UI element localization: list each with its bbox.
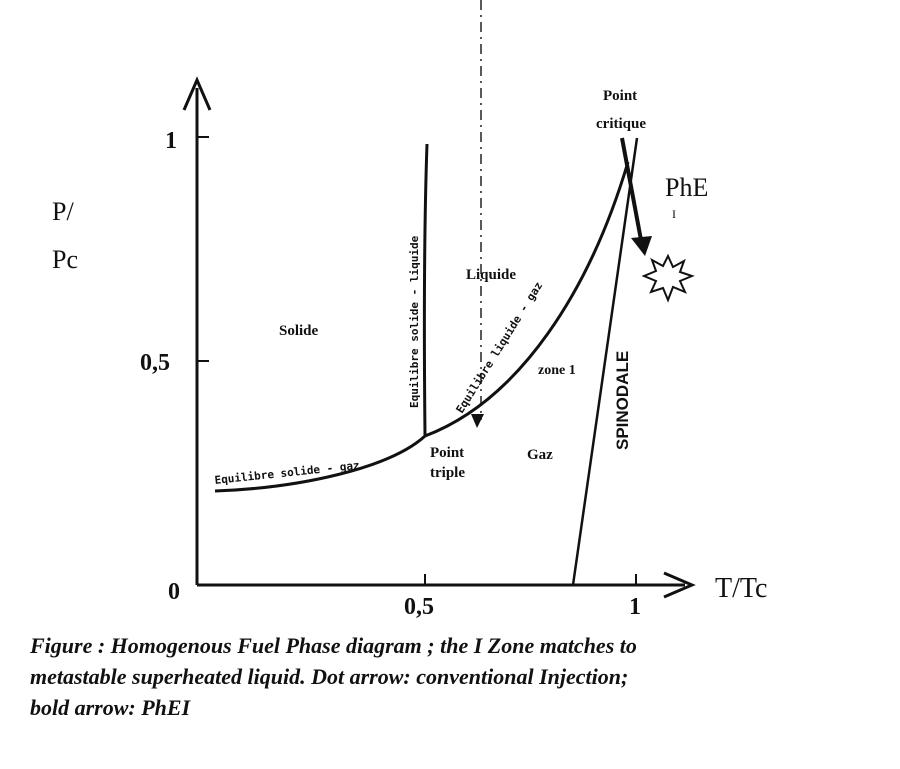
phei-label-line1: PhE (665, 173, 708, 202)
y-tick-label-1: 1 (165, 128, 177, 154)
liquid-gas-label: Equilibre liquide - gaz (454, 280, 546, 416)
triple-point-label-line1: Point (430, 445, 464, 461)
phase-diagram: P/ Pc T/Tc 1 0,5 0 0,5 1 Solide Liquide … (52, 0, 767, 620)
solid-gas-curve (214, 434, 427, 493)
caption-line-2: metastable superheated liquid. Dot arrow… (30, 664, 629, 689)
caption-line-1: Figure : Homogenous Fuel Phase diagram ;… (30, 633, 637, 658)
figure-caption: Figure : Homogenous Fuel Phase diagram ;… (30, 630, 890, 723)
y-tick-label-05: 0,5 (140, 350, 170, 376)
y-axis-arrow-icon (182, 76, 212, 111)
caption-line-3: bold arrow: PhEI (30, 695, 191, 720)
spinodal-label: SPINODALE (613, 351, 632, 450)
solid-gas-label: Equilibre solide - gaz (214, 459, 360, 487)
bold-arrow-head-icon (631, 236, 652, 256)
triple-point-label-line2: triple (430, 465, 465, 481)
x-axis-arrow-icon (663, 571, 696, 599)
critical-point-label-line1: Point (603, 88, 637, 104)
region-zone1: zone 1 (538, 363, 576, 378)
x-tick-label-05: 0,5 (404, 594, 434, 620)
y-axis-label-line2: Pc (52, 245, 78, 274)
region-liquid: Liquide (466, 267, 516, 283)
spinodal-line (571, 137, 639, 586)
y-axis-label-line1: P/ (52, 197, 74, 226)
critical-point-label-line2: critique (596, 116, 646, 132)
region-gas: Gaz (527, 447, 553, 463)
liquid-gas-curve (424, 161, 630, 438)
dot-arrow-icon (471, 414, 484, 428)
x-axis-label: T/Tc (715, 573, 767, 604)
bold-arrow (620, 137, 643, 241)
origin-label: 0 (168, 579, 180, 605)
solid-liquid-label: Equilibre solide - liquide (408, 235, 421, 408)
x-tick-label-1: 1 (629, 594, 641, 620)
phei-label-line2: I (672, 207, 676, 221)
explosion-icon (641, 253, 695, 303)
region-solid: Solide (279, 323, 319, 339)
solid-liquid-curve (422, 143, 429, 437)
